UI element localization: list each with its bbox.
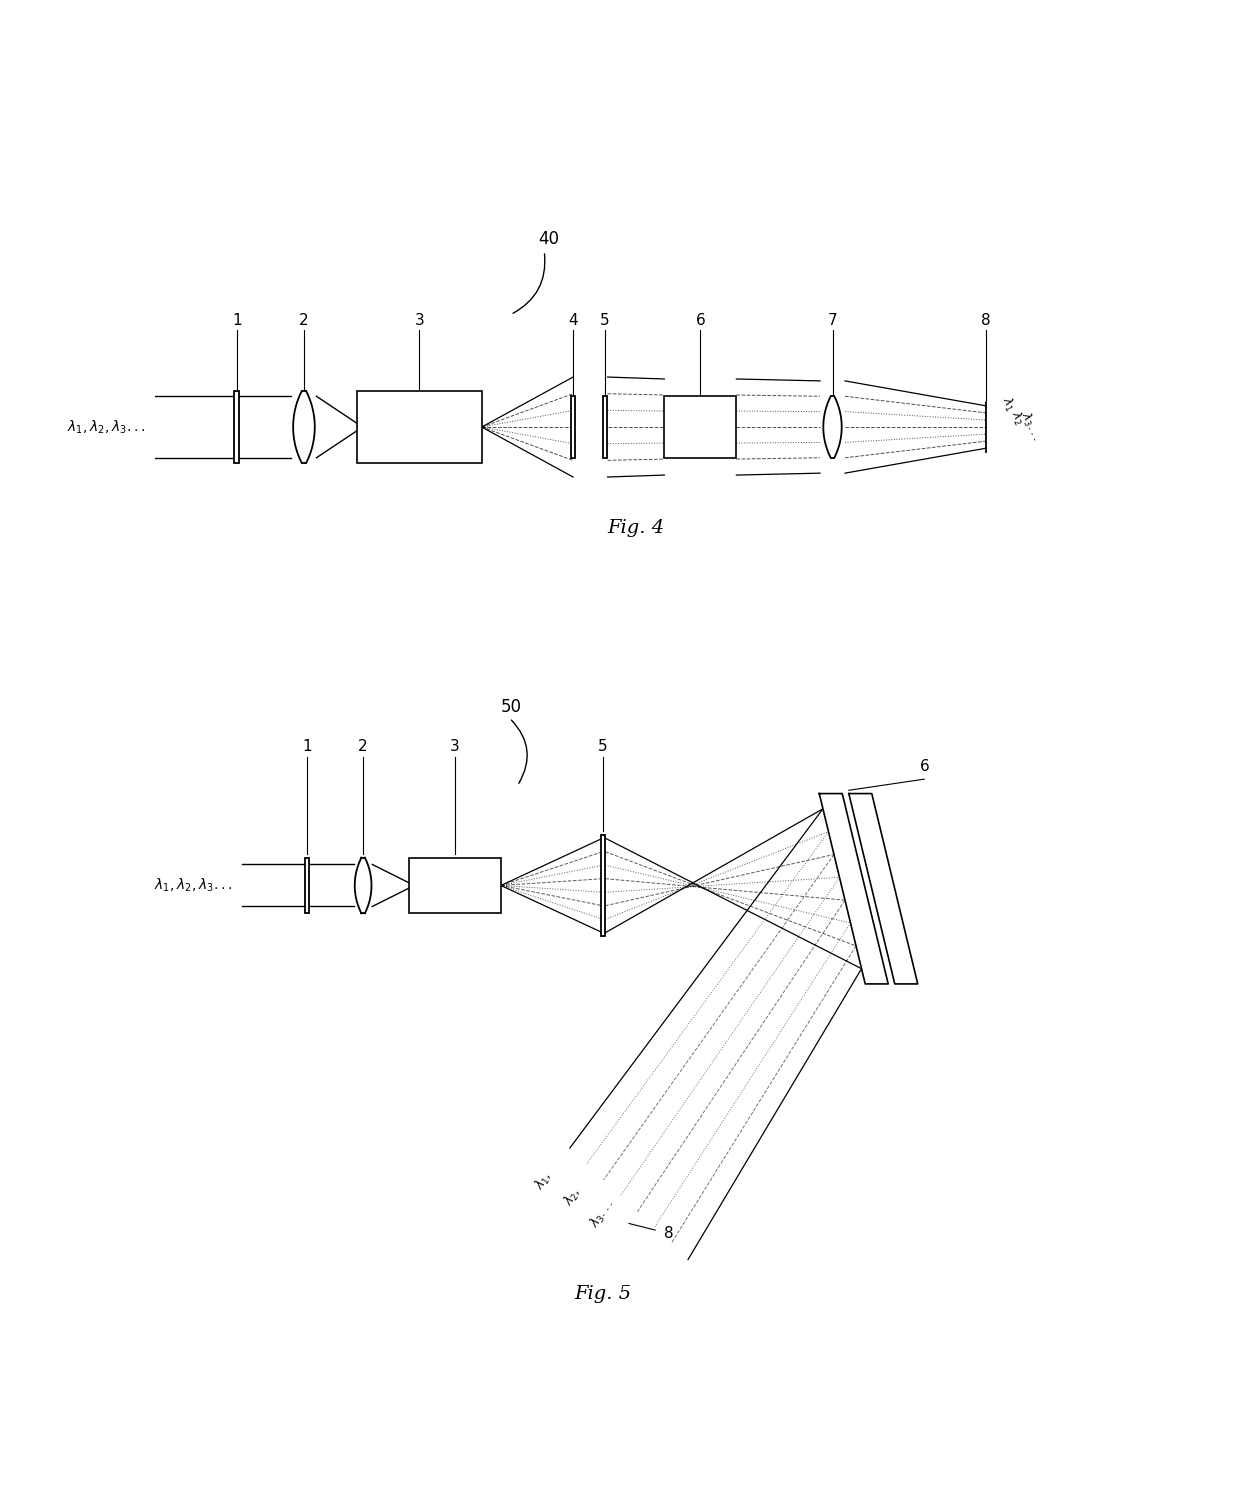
- Text: 5: 5: [598, 739, 608, 755]
- Text: $\lambda_2,$: $\lambda_2,$: [562, 1185, 585, 1209]
- Text: Fig. 5: Fig. 5: [574, 1285, 631, 1303]
- Text: 4: 4: [568, 313, 578, 328]
- Text: 8: 8: [663, 1225, 673, 1240]
- Text: 6: 6: [919, 759, 929, 774]
- Bar: [409, 858, 501, 913]
- Bar: [234, 392, 239, 463]
- Text: $\lambda_1,$: $\lambda_1,$: [532, 1169, 556, 1193]
- Bar: [600, 835, 605, 937]
- Text: 50: 50: [500, 697, 521, 716]
- Text: $\lambda_2$: $\lambda_2$: [1007, 408, 1027, 427]
- Bar: [603, 396, 606, 457]
- Text: 1: 1: [232, 313, 242, 328]
- Bar: [665, 396, 737, 459]
- Text: 8: 8: [981, 313, 991, 328]
- Bar: [570, 396, 575, 457]
- Polygon shape: [849, 794, 918, 984]
- Polygon shape: [820, 794, 888, 984]
- Text: $\lambda_1, \lambda_2, \lambda_3...$: $\lambda_1, \lambda_2, \lambda_3...$: [154, 877, 232, 895]
- Text: $\lambda_3...$: $\lambda_3...$: [1017, 409, 1043, 442]
- Text: Fig. 4: Fig. 4: [606, 518, 665, 536]
- Text: 7: 7: [827, 313, 837, 328]
- Text: $\lambda_1$: $\lambda_1$: [998, 395, 1017, 414]
- Text: 5: 5: [600, 313, 610, 328]
- Bar: [357, 392, 482, 463]
- Text: 3: 3: [414, 313, 424, 328]
- Text: 40: 40: [538, 231, 559, 249]
- Text: 1: 1: [303, 739, 312, 755]
- Text: $\lambda_3...$: $\lambda_3...$: [587, 1196, 619, 1231]
- Bar: [305, 858, 309, 913]
- Text: 2: 2: [299, 313, 309, 328]
- Text: 3: 3: [450, 739, 460, 755]
- Text: $\lambda_1, \lambda_2, \lambda_3...$: $\lambda_1, \lambda_2, \lambda_3...$: [67, 418, 145, 436]
- Text: 6: 6: [696, 313, 706, 328]
- Text: 2: 2: [358, 739, 368, 755]
